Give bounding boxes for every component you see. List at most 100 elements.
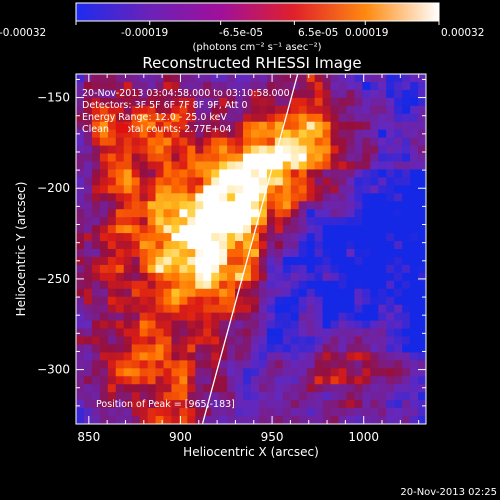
heatmap-cell [131, 400, 141, 409]
heatmap-cell [139, 296, 148, 306]
heatmap-cell [179, 169, 188, 178]
heatmap-cell [306, 264, 316, 274]
heatmap-cell [219, 400, 228, 409]
heatmap-cell [274, 121, 284, 131]
heatmap-cell [258, 225, 268, 234]
heatmap-cell [243, 89, 252, 99]
heatmap-cell [131, 225, 141, 234]
heatmap-cell [394, 137, 403, 146]
heatmap-cell [258, 320, 268, 329]
heatmap-cell [147, 129, 156, 139]
heatmap-cell [402, 129, 411, 139]
heatmap-cell [338, 177, 347, 186]
heatmap-cell [107, 304, 117, 314]
heatmap-cell [91, 201, 101, 210]
heatmap-cell [179, 81, 188, 91]
heatmap-cell [99, 233, 109, 242]
heatmap-cell [258, 153, 268, 162]
heatmap-cell [123, 376, 133, 385]
heatmap-cell [235, 360, 244, 369]
heatmap-cell [219, 217, 228, 226]
heatmap-cell [362, 233, 371, 242]
heatmap-cell [76, 352, 85, 361]
heatmap-cell [171, 312, 180, 321]
heatmap-cell [386, 105, 395, 115]
heatmap-cell [179, 241, 188, 250]
heatmap-cell [402, 177, 411, 186]
heatmap-cell [155, 177, 164, 186]
heatmap-cell [195, 201, 204, 210]
heatmap-cell [235, 400, 244, 409]
heatmap-cell [370, 320, 379, 329]
heatmap-cell [76, 129, 85, 139]
heatmap-cell [171, 328, 180, 337]
heatmap-cell [211, 201, 220, 210]
heatmap-cell [354, 185, 363, 194]
heatmap-cell [179, 121, 188, 131]
heatmap-cell [378, 320, 387, 329]
heatmap-cell [298, 288, 308, 298]
heatmap-cell [410, 185, 419, 194]
heatmap-cell [195, 392, 204, 401]
heatmap-cell [147, 113, 156, 123]
heatmap-cell [330, 280, 339, 290]
heatmap-cell [274, 336, 284, 345]
heatmap-cell [330, 352, 339, 361]
heatmap-cell [187, 288, 196, 298]
heatmap-cell [282, 400, 292, 409]
heatmap-cell [418, 392, 426, 401]
heatmap-cell [243, 241, 252, 250]
heatmap-cell [243, 320, 252, 329]
heatmap-cell [258, 280, 268, 290]
heatmap-cell [394, 344, 403, 353]
y-tick-label: −250 [37, 272, 70, 286]
heatmap-cell [282, 384, 292, 393]
heatmap-cell [306, 145, 316, 154]
heatmap-cell [410, 296, 419, 306]
heatmap-cell [322, 328, 331, 337]
heatmap-cell [402, 161, 411, 170]
heatmap-cell [123, 280, 133, 290]
heatmap-cell [131, 137, 141, 146]
heatmap-cell [282, 105, 292, 115]
heatmap-cell [258, 169, 268, 178]
heatmap-cell [219, 137, 228, 146]
heatmap-cell [410, 74, 419, 83]
heatmap-cell [187, 233, 196, 242]
heatmap-cell [370, 416, 379, 424]
heatmap-cell [290, 296, 300, 306]
heatmap-cell [227, 201, 236, 210]
heatmap-cell [235, 233, 244, 242]
heatmap-cell [314, 217, 323, 226]
heatmap-cell [123, 74, 133, 83]
heatmap-cell [354, 121, 363, 131]
heatmap-cell [322, 256, 331, 266]
heatmap-cell [330, 249, 339, 258]
heatmap-cell [91, 384, 101, 393]
heatmap-cell [107, 400, 117, 409]
heatmap-cell [298, 153, 308, 162]
heatmap-cell [155, 288, 164, 298]
heatmap-cell [83, 328, 93, 337]
heatmap-cell [187, 328, 196, 337]
heatmap-cell [243, 400, 252, 409]
heatmap-cell [306, 97, 316, 107]
heatmap-cell [306, 225, 316, 234]
heatmap-cell [330, 296, 339, 306]
heatmap-cell [187, 74, 196, 83]
heatmap-cell [187, 384, 196, 393]
heatmap-cell [131, 113, 141, 123]
heatmap-cell [330, 360, 339, 369]
heatmap-cell [266, 89, 276, 99]
heatmap-cell [282, 153, 292, 162]
heatmap-cell [282, 304, 292, 314]
heatmap-cell [298, 193, 308, 202]
heatmap-cell [394, 280, 403, 290]
heatmap-cell [139, 209, 148, 218]
heatmap-cell [274, 177, 284, 186]
heatmap-cell [258, 129, 268, 139]
heatmap-cell [131, 280, 141, 290]
heatmap-cell [179, 312, 188, 321]
heatmap-cell [171, 344, 180, 353]
heatmap-cell [251, 241, 260, 250]
